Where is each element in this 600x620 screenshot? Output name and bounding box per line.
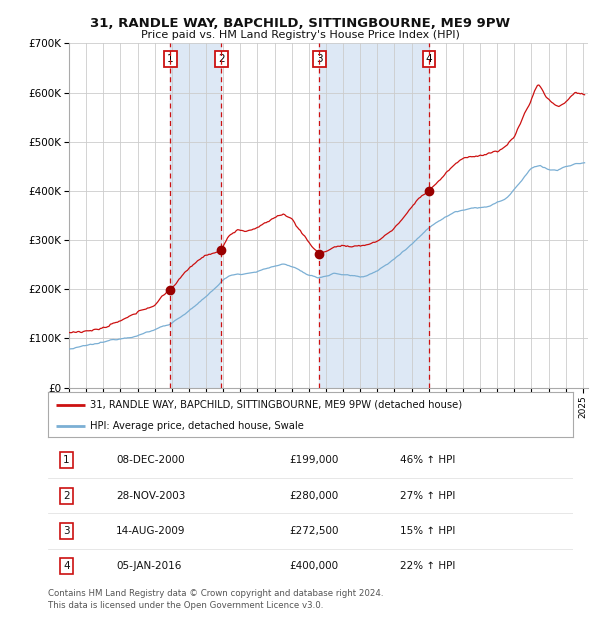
Text: 28-NOV-2003: 28-NOV-2003 (116, 490, 185, 501)
Text: 2: 2 (218, 54, 225, 64)
Text: Price paid vs. HM Land Registry's House Price Index (HPI): Price paid vs. HM Land Registry's House … (140, 30, 460, 40)
Text: 05-JAN-2016: 05-JAN-2016 (116, 561, 182, 572)
Text: 1: 1 (63, 455, 70, 466)
Text: 2: 2 (63, 490, 70, 501)
Text: 46% ↑ HPI: 46% ↑ HPI (400, 455, 455, 466)
Text: £400,000: £400,000 (290, 561, 338, 572)
Text: 14-AUG-2009: 14-AUG-2009 (116, 526, 186, 536)
Text: £280,000: £280,000 (290, 490, 339, 501)
Text: 4: 4 (63, 561, 70, 572)
Text: 15% ↑ HPI: 15% ↑ HPI (400, 526, 455, 536)
Text: 27% ↑ HPI: 27% ↑ HPI (400, 490, 455, 501)
Text: 4: 4 (426, 54, 433, 64)
Text: 31, RANDLE WAY, BAPCHILD, SITTINGBOURNE, ME9 9PW (detached house): 31, RANDLE WAY, BAPCHILD, SITTINGBOURNE,… (90, 399, 462, 410)
Text: 1: 1 (167, 54, 174, 64)
Text: 22% ↑ HPI: 22% ↑ HPI (400, 561, 455, 572)
Text: Contains HM Land Registry data © Crown copyright and database right 2024.
This d: Contains HM Land Registry data © Crown c… (48, 589, 383, 610)
Bar (319, 43, 429, 388)
Text: £272,500: £272,500 (290, 526, 339, 536)
Text: HPI: Average price, detached house, Swale: HPI: Average price, detached house, Swal… (90, 421, 304, 431)
Text: 08-DEC-2000: 08-DEC-2000 (116, 455, 185, 466)
Bar (170, 43, 221, 388)
Text: 3: 3 (63, 526, 70, 536)
Text: 3: 3 (316, 54, 323, 64)
Text: £199,000: £199,000 (290, 455, 339, 466)
Text: 31, RANDLE WAY, BAPCHILD, SITTINGBOURNE, ME9 9PW: 31, RANDLE WAY, BAPCHILD, SITTINGBOURNE,… (90, 17, 510, 30)
